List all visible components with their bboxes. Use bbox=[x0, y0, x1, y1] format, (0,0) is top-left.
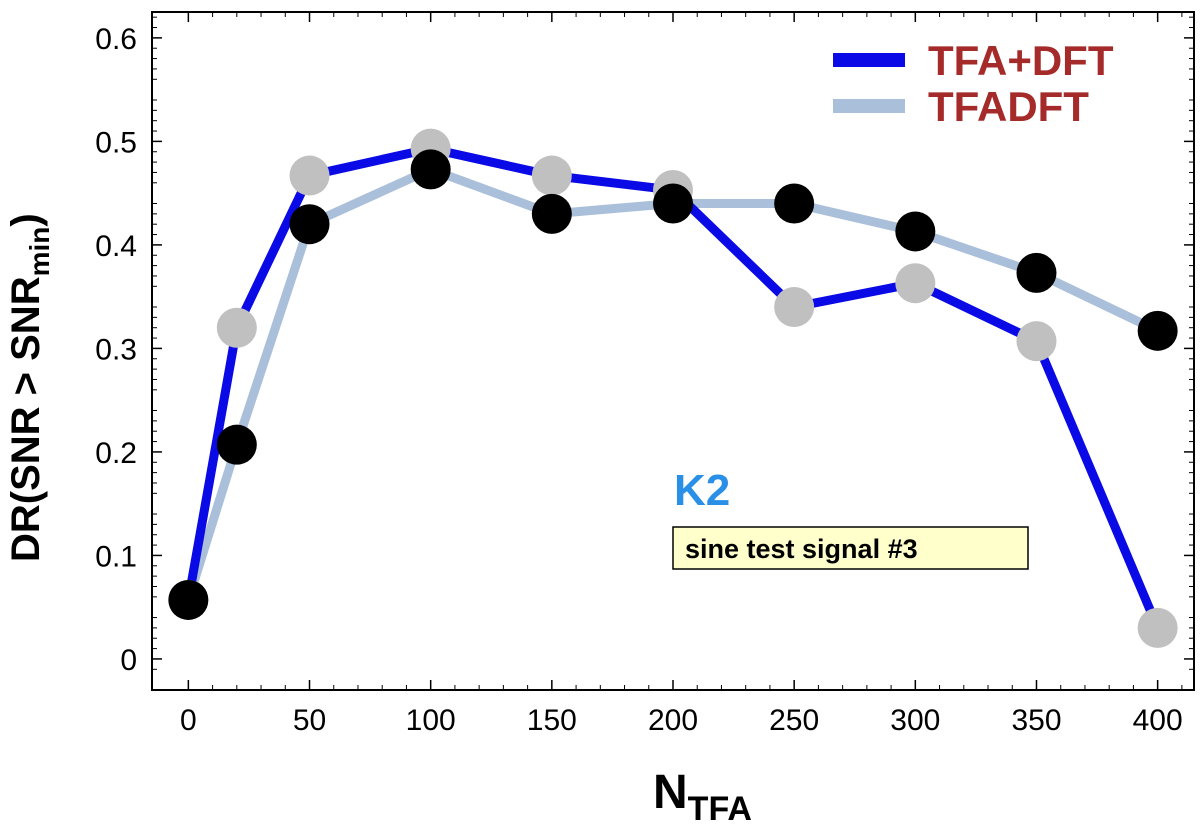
data-point-tfa-dft bbox=[895, 263, 936, 304]
data-point-tfadft bbox=[531, 193, 572, 234]
y-tick-label: 0 bbox=[120, 644, 137, 677]
series-line-tfadft bbox=[183, 164, 1163, 605]
legend-label-tfa-dft: TFA+DFT bbox=[928, 37, 1114, 84]
x-tick-label: 50 bbox=[293, 704, 326, 737]
x-tick-label: 250 bbox=[769, 704, 819, 737]
x-tick-label: 0 bbox=[180, 704, 197, 737]
x-tick-label: 300 bbox=[890, 704, 940, 737]
y-tick-label: 0.3 bbox=[95, 333, 137, 366]
data-point-tfa-dft bbox=[289, 155, 330, 196]
data-point-tfadft bbox=[774, 183, 815, 224]
data-point-tfadft bbox=[410, 149, 451, 190]
series-markers bbox=[168, 128, 1178, 648]
series-lines bbox=[183, 144, 1163, 633]
x-axis-title-sub: TFA bbox=[688, 790, 752, 825]
data-point-tfadft bbox=[653, 183, 693, 224]
legend: TFA+DFT TFADFT bbox=[833, 37, 1114, 130]
x-tick-label: 200 bbox=[648, 704, 698, 737]
data-point-tfadft bbox=[216, 424, 257, 465]
y-tick-label: 0.5 bbox=[95, 126, 137, 159]
x-axis-title: NTFA bbox=[653, 766, 752, 825]
signal-annotation-box bbox=[672, 526, 1029, 570]
y-axis-title: DR(SNR > SNRmin) bbox=[4, 213, 55, 562]
series-line-tfa-dft bbox=[183, 144, 1163, 633]
data-point-tfadft bbox=[289, 204, 330, 245]
data-point-tfadft bbox=[1137, 310, 1178, 351]
y-axis-title-sub: min bbox=[24, 227, 55, 277]
data-point-tfadft bbox=[1016, 252, 1057, 293]
x-tick-label: 100 bbox=[406, 704, 456, 737]
y-axis-title-pre: DR(SNR > SNR bbox=[4, 276, 48, 562]
data-point-tfa-dft bbox=[1016, 321, 1057, 362]
x-tick-label: 150 bbox=[527, 704, 577, 737]
y-tick-label: 0.1 bbox=[95, 540, 137, 573]
data-point-tfa-dft bbox=[1137, 607, 1178, 648]
x-tick-label: 350 bbox=[1011, 704, 1061, 737]
data-point-tfadft bbox=[168, 579, 209, 620]
y-tick-label: 0.4 bbox=[95, 230, 137, 263]
y-tick-label: 0.2 bbox=[95, 437, 137, 470]
signal-annotation-text: sine test signal #3 bbox=[685, 534, 918, 564]
ticks: 0 50 100 150 200 250 300 350 400 0 0.1 0.2 0.3 0.4 0.5… bbox=[95, 12, 1194, 737]
k2-annotation: K2 bbox=[674, 466, 730, 515]
data-point-tfa-dft bbox=[216, 307, 257, 348]
y-axis-title-post: ) bbox=[4, 213, 48, 226]
x-tick-label: 400 bbox=[1133, 704, 1183, 737]
data-point-tfa-dft bbox=[774, 287, 815, 328]
x-axis-title-main: N bbox=[653, 766, 688, 819]
legend-label-tfadft: TFADFT bbox=[928, 83, 1089, 130]
data-point-tfadft bbox=[895, 211, 936, 252]
y-tick-label: 0.6 bbox=[95, 23, 137, 56]
data-point-tfa-dft bbox=[531, 155, 572, 196]
